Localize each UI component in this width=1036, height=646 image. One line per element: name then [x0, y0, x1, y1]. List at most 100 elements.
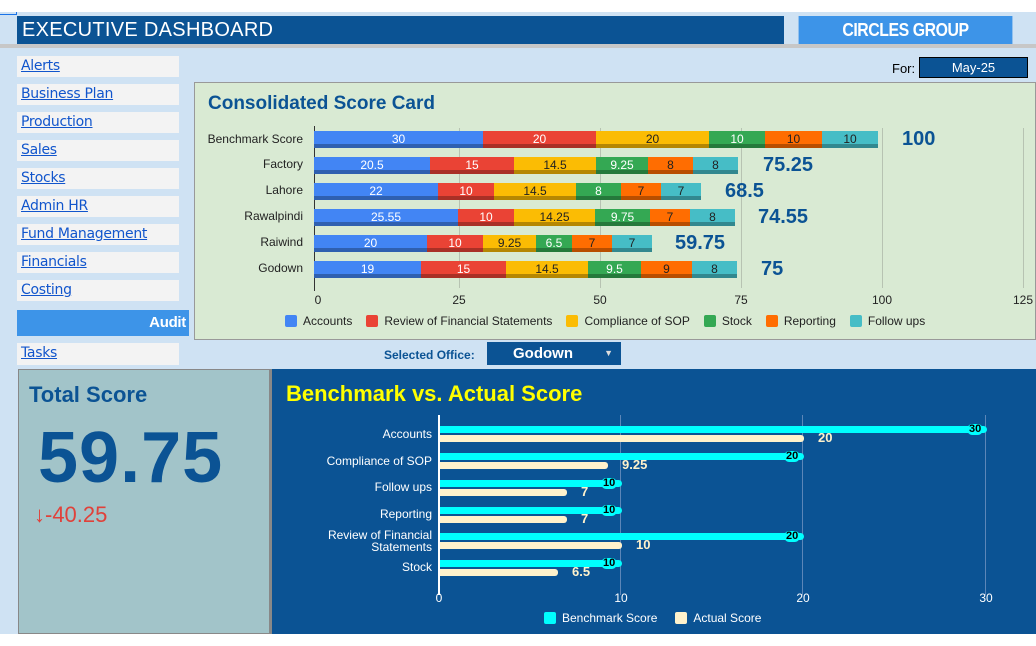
sidebar-item-audit[interactable]: Audit	[17, 310, 189, 336]
sidebar-item-tasks[interactable]: Tasks	[17, 343, 179, 365]
stacked-bar-lahore[interactable]: 22 10 14.5 8 7 7	[314, 183, 701, 200]
legend-item-compliance[interactable]: Compliance of SOP	[566, 314, 690, 328]
segment-reporting: 7	[650, 209, 690, 226]
bar-actual-accounts[interactable]	[440, 435, 804, 442]
legend-item-accounts[interactable]: Accounts	[285, 314, 352, 328]
benchmark-value-label: 10	[601, 477, 618, 489]
legend-swatch	[366, 315, 379, 327]
segment-stock: 9.25	[596, 157, 648, 174]
consolidated-score-card: Consolidated Score Card Benchmark Score …	[194, 82, 1036, 340]
sidebar-item-costing[interactable]: Costing	[17, 280, 179, 301]
legend-item-reporting[interactable]: Reporting	[765, 314, 836, 328]
legend-item-followups[interactable]: Follow ups	[849, 314, 926, 328]
period-label: For:	[892, 61, 916, 76]
segment-followups: 10	[822, 131, 878, 148]
legend-label: Accounts	[303, 314, 353, 328]
segment-accounts: 30	[314, 131, 483, 148]
sidebar-item-production[interactable]: Production	[17, 112, 179, 133]
legend-label: Follow ups	[867, 314, 926, 328]
sidebar-item-stocks[interactable]: Stocks	[17, 168, 179, 189]
x-tick: 0	[435, 591, 443, 605]
actual-value-label: 6.5	[572, 564, 591, 579]
total-score-value: 59.75	[38, 418, 224, 498]
segment-review: 20	[483, 131, 596, 148]
segment-compliance: 14.5	[494, 183, 576, 200]
bar-benchmark-compliance[interactable]	[440, 453, 804, 460]
legend-item-benchmark[interactable]: Benchmark Score	[544, 611, 657, 625]
stacked-bar-benchmark[interactable]: 30 20 20 10 10 10	[314, 131, 878, 148]
segment-accounts: 19	[314, 261, 421, 278]
bar-actual-reporting[interactable]	[440, 516, 567, 523]
row-label-benchmark: Benchmark Score	[207, 132, 303, 146]
benchmark-vs-actual-chart: Benchmark vs. Actual Score Accounts 30 2…	[270, 369, 1036, 634]
category-label-accounts: Accounts	[382, 427, 432, 441]
stacked-bar-factory[interactable]: 20.5 15 14.5 9.25 8 8	[314, 157, 738, 174]
segment-reporting: 10	[765, 131, 822, 148]
segment-compliance: 20	[596, 131, 709, 148]
bar-benchmark-stock[interactable]	[440, 560, 622, 567]
dashboard-title: EXECUTIVE DASHBOARD	[17, 16, 784, 44]
sidebar-item-business-plan[interactable]: Business Plan	[17, 84, 179, 105]
stacked-bar-godown[interactable]: 19 15 14.5 9.5 9 8	[314, 261, 737, 278]
legend-swatch	[765, 315, 778, 327]
x-tick: 25	[452, 293, 466, 307]
sidebar-item-admin-hr[interactable]: Admin HR	[17, 196, 179, 217]
segment-reporting: 7	[621, 183, 661, 200]
segment-accounts: 20.5	[314, 157, 430, 174]
segment-followups: 8	[693, 157, 738, 174]
bar-benchmark-accounts[interactable]	[440, 426, 987, 433]
segment-compliance: 14.5	[506, 261, 588, 278]
legend-item-actual[interactable]: Actual Score	[675, 611, 761, 625]
bar-benchmark-review[interactable]	[440, 533, 804, 540]
row-label-factory: Factory	[262, 157, 303, 171]
brand-name: CIRCLES GROUP	[798, 16, 1013, 44]
legend-label: Actual Score	[693, 611, 762, 625]
legend-item-stock[interactable]: Stock	[703, 314, 752, 328]
row-label-raiwind: Raiwind	[260, 235, 303, 249]
legend-swatch	[675, 612, 688, 624]
x-tick: 50	[593, 293, 607, 307]
actual-value-label: 20	[818, 430, 833, 445]
total-factory: 75.25	[763, 154, 814, 176]
bar-actual-compliance[interactable]	[440, 462, 608, 469]
x-tick: 75	[734, 293, 748, 307]
category-label-stock: Stock	[401, 560, 432, 574]
bar-actual-followups[interactable]	[440, 489, 567, 496]
benchmark-value-label: 10	[601, 557, 618, 569]
legend-swatch	[703, 315, 716, 327]
row-label-lahore: Lahore	[265, 183, 303, 197]
x-tick: 30	[979, 591, 993, 605]
bar-benchmark-followups[interactable]	[440, 480, 622, 487]
segment-accounts: 20	[314, 235, 427, 252]
stacked-bar-rawalpindi[interactable]: 25.55 10 14.25 9.75 7 8	[314, 209, 735, 226]
sidebar-item-financials[interactable]: Financials	[17, 252, 179, 273]
gridline-50	[600, 128, 601, 288]
legend-item-review[interactable]: Review of Financial Statements	[366, 314, 552, 328]
segment-reporting: 8	[648, 157, 693, 174]
segment-stock: 9.75	[595, 209, 650, 226]
total-score-delta-wrap: ↓-40.25	[34, 502, 107, 528]
selected-office-label: Selected Office:	[384, 348, 475, 362]
sidebar-item-fund-management[interactable]: Fund Management	[17, 224, 179, 245]
segment-review: 10	[438, 183, 494, 200]
segment-reporting: 7	[572, 235, 612, 252]
legend-swatch	[849, 315, 862, 327]
gridline-10	[620, 415, 621, 595]
sidebar-item-sales[interactable]: Sales	[17, 140, 179, 161]
benchmark-value-label: 30	[967, 423, 984, 435]
period-selector[interactable]: May-25	[919, 57, 1028, 78]
bar-actual-stock[interactable]	[440, 569, 558, 576]
scorecard-legend: Accounts Review of Financial Statements …	[285, 314, 925, 328]
office-dropdown[interactable]: Godown ▼	[487, 342, 621, 365]
bar-benchmark-reporting[interactable]	[440, 507, 622, 514]
benchmark-value-label: 20	[784, 450, 801, 462]
stacked-bar-raiwind[interactable]: 20 10 9.25 6.5 7 7	[314, 235, 652, 252]
legend-label: Benchmark Score	[562, 611, 658, 625]
sidebar-item-alerts[interactable]: Alerts	[17, 56, 179, 77]
actual-value-label: 9.25	[622, 457, 648, 472]
gridline-100	[882, 128, 883, 288]
bar-actual-review[interactable]	[440, 542, 622, 549]
segment-compliance: 14.25	[514, 209, 595, 226]
segment-stock: 8	[576, 183, 621, 200]
category-label-followups: Follow ups	[374, 480, 432, 494]
